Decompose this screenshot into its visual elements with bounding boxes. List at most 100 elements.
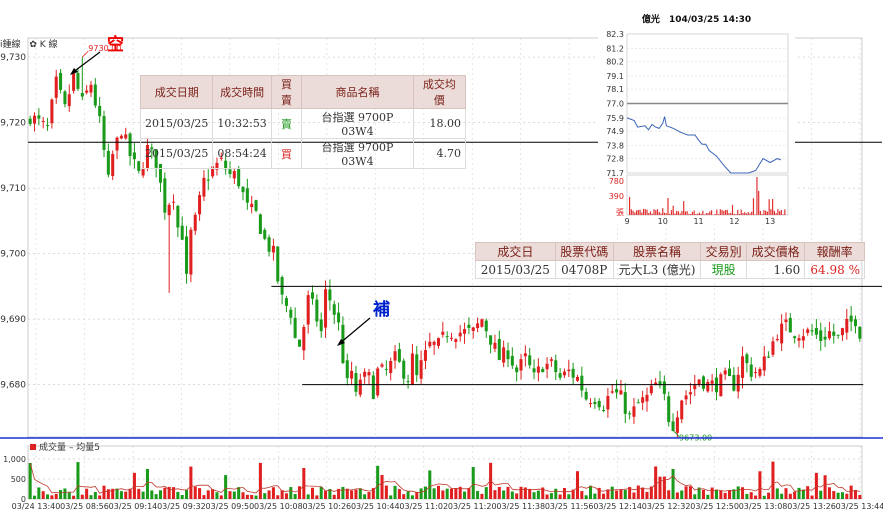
- inset-volume-bar: [705, 213, 707, 215]
- inset-volume-bar: [768, 199, 770, 215]
- volume-bar: [497, 486, 501, 499]
- volume-bar: [237, 487, 241, 499]
- inset-volume-bar: [777, 209, 779, 215]
- inset-x-tick: 9: [624, 217, 629, 224]
- candle-body: [293, 317, 297, 338]
- candle-body: [832, 331, 836, 336]
- volume-bar: [754, 495, 758, 499]
- volume-bar: [180, 494, 184, 499]
- inset-volume-bar: [679, 213, 681, 215]
- candle-body: [701, 376, 705, 389]
- candle-body: [345, 360, 349, 379]
- x-tick-label: 03/24 13:40: [12, 502, 61, 511]
- volume-bar: [532, 492, 536, 499]
- candle-body: [836, 334, 840, 336]
- candle-body: [46, 124, 50, 127]
- cell-price: 1.60: [746, 260, 806, 279]
- inset-volume-bar: [731, 204, 734, 215]
- candle-body: [189, 229, 193, 275]
- volume-bar: [289, 487, 293, 499]
- candle-body: [419, 360, 423, 379]
- volume-bar: [63, 488, 67, 499]
- volume-bar: [115, 488, 119, 499]
- x-tick-label: 03/25 10:44: [351, 502, 400, 511]
- inset-volume-bar: [653, 209, 655, 215]
- volume-bar: [89, 495, 93, 499]
- candle-body: [523, 353, 527, 357]
- volume-bar: [423, 486, 427, 499]
- volume-ma-line: [29, 462, 860, 494]
- candle-body: [784, 319, 788, 323]
- col-kind: 交易別: [700, 242, 748, 261]
- cell-side: 賣: [270, 108, 303, 139]
- volume-bar: [771, 461, 775, 499]
- candle-body: [732, 374, 736, 391]
- candle-body: [423, 350, 427, 361]
- inset-volume-bar: [756, 177, 758, 215]
- volume-bar: [358, 488, 362, 499]
- candle-body: [289, 309, 293, 318]
- table-row: 2015/03/25 10:32:53 賣 台指選 9700P 03W4 18.…: [139, 108, 467, 139]
- y-tick-label: 9,730: [0, 53, 26, 63]
- volume-bar: [198, 488, 202, 499]
- inset-datetime: 104/03/25 14:30: [668, 15, 752, 25]
- candle-body: [141, 168, 145, 176]
- candle-body: [845, 318, 849, 333]
- candle-body: [132, 152, 136, 160]
- volume-bar: [267, 490, 271, 499]
- inset-volume-bar: [724, 210, 727, 215]
- volume-bar: [263, 493, 267, 499]
- volume-bar: [232, 491, 236, 499]
- volume-bar: [132, 472, 136, 499]
- candle-body: [602, 409, 606, 411]
- candle-body: [567, 369, 571, 372]
- inset-volume-bar: [697, 213, 699, 215]
- candle-body: [111, 153, 115, 177]
- inset-volume-bar: [646, 209, 648, 215]
- volume-bar: [185, 489, 189, 499]
- volume-bar: [189, 466, 193, 499]
- volume-bar: [688, 486, 692, 499]
- volume-bar: [98, 495, 102, 499]
- volume-bar: [858, 494, 862, 499]
- x-tick-label: 03/25 09:14: [109, 502, 158, 511]
- inset-volume-bar: [751, 211, 753, 215]
- inset-volume-bar: [759, 210, 762, 215]
- high-label: 9730.00: [88, 44, 121, 53]
- volume-bar: [167, 486, 171, 499]
- candle-body: [258, 214, 262, 234]
- candle-body: [749, 364, 753, 377]
- candle-body: [793, 336, 797, 339]
- candle-body: [680, 400, 684, 420]
- volume-bar: [723, 492, 727, 499]
- volume-bar: [710, 487, 714, 499]
- candle-body: [575, 376, 580, 381]
- candle-body: [497, 339, 501, 360]
- candle-body: [410, 353, 414, 385]
- candle-body: [441, 331, 445, 335]
- volume-bar: [85, 488, 89, 499]
- volume-legend-text: 成交量 – 均量5: [39, 443, 100, 453]
- volume-bar: [467, 488, 471, 499]
- candle-body: [85, 90, 89, 93]
- volume-bar: [124, 491, 128, 499]
- inset-stock-name: 億光: [641, 15, 660, 25]
- candle-body: [693, 385, 697, 390]
- gap-arrow-line: [71, 51, 101, 74]
- option-trade-table: 成交日期 成交時間 買賣 商品名稱 成交均價 2015/03/25 10:32:…: [139, 75, 467, 169]
- inset-y-tick: 75.9: [606, 114, 624, 123]
- legend-minute: i鍾線: [0, 40, 21, 50]
- volume-bar: [554, 488, 558, 499]
- candle-body: [588, 403, 593, 405]
- candle-body: [263, 229, 267, 239]
- candle-body: [610, 391, 614, 393]
- volume-bar: [797, 487, 801, 499]
- volume-bar: [836, 492, 840, 499]
- inset-volume-bar: [744, 212, 746, 215]
- candle-body: [823, 336, 827, 340]
- volume-bar: [619, 489, 623, 499]
- candle-body: [324, 289, 328, 328]
- candle-body: [623, 392, 627, 414]
- volume-bar: [597, 487, 601, 499]
- inset-volume-bar: [721, 209, 723, 215]
